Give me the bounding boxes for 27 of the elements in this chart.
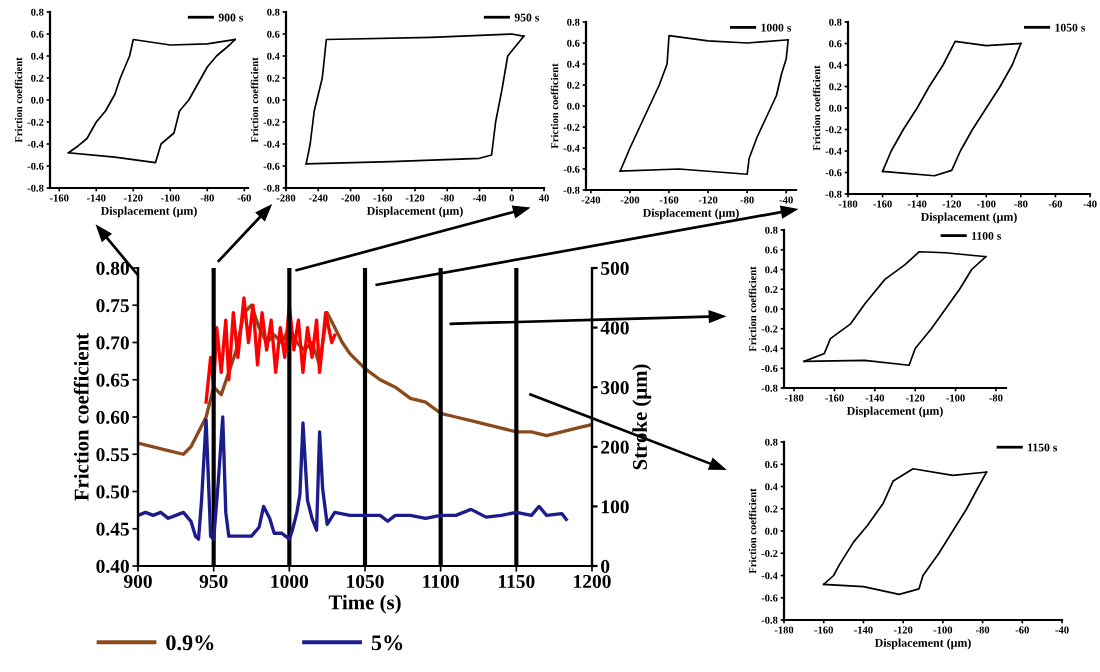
y2-axis-title: Stroke (μm) xyxy=(632,364,652,470)
y-tick-label: 0.55 xyxy=(96,448,129,462)
y2-tick-label: 300 xyxy=(601,381,629,395)
y-tick-label: 0.75 xyxy=(96,299,129,313)
x-tick-label: 1150 xyxy=(498,574,535,589)
x-tick-label: 1000 xyxy=(271,574,309,589)
y2-tick-label: 100 xyxy=(601,500,629,514)
y-axis-title: Friction coefficient xyxy=(73,332,89,501)
x-tick-label: 900 xyxy=(123,574,152,589)
legend-label: 5% xyxy=(371,635,403,651)
y-tick-label: 0.50 xyxy=(96,485,129,499)
x-tick-label: 1200 xyxy=(574,574,611,589)
legend-label: 0.9% xyxy=(166,635,214,651)
x-tick-label: 1050 xyxy=(347,574,384,589)
x-tick-label: 950 xyxy=(199,574,228,589)
y-tick-label: 0.40 xyxy=(96,559,129,574)
y-tick-label: 0.60 xyxy=(96,410,129,425)
y-tick-label: 0.80 xyxy=(96,261,129,276)
y2-tick-label: 400 xyxy=(600,321,629,335)
y-tick-label: 0.45 xyxy=(96,522,129,536)
y2-tick-label: 200 xyxy=(601,440,629,454)
y2-tick-label: 0 xyxy=(601,559,610,573)
y-tick-label: 0.70 xyxy=(96,336,129,350)
x-axis-title: Time (s) xyxy=(328,594,401,614)
y2-tick-label: 500 xyxy=(601,261,629,275)
x-tick-label: 1100 xyxy=(423,574,459,589)
y-tick-label: 0.65 xyxy=(96,373,129,387)
